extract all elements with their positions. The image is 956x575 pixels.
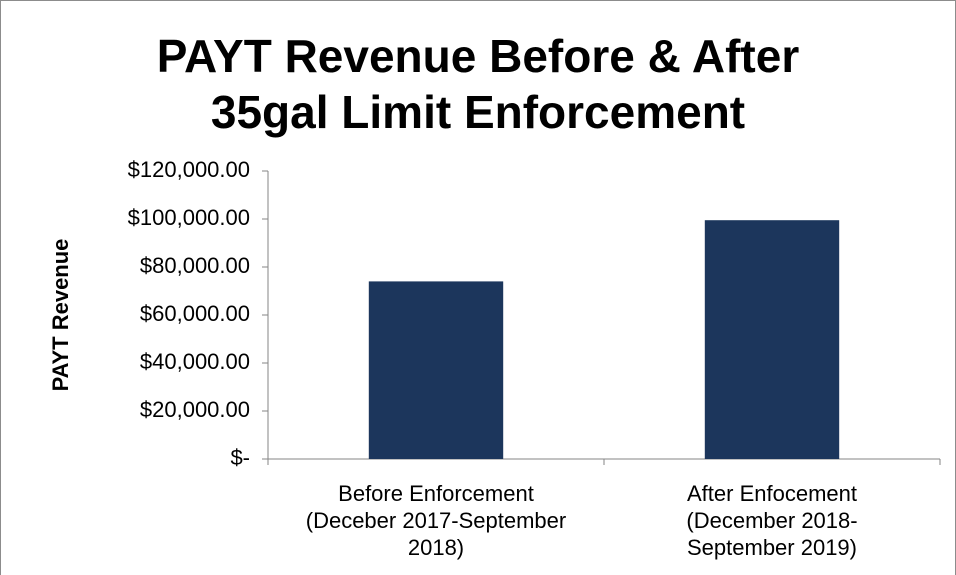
y-tick-label: $20,000.00 bbox=[140, 397, 250, 422]
chart-title: PAYT Revenue Before & After 35gal Limit … bbox=[156, 30, 800, 138]
bar bbox=[368, 281, 504, 459]
y-tick-label: $60,000.00 bbox=[140, 301, 250, 326]
y-tick-label: $- bbox=[230, 445, 250, 470]
y-tick-label: $40,000.00 bbox=[140, 349, 250, 374]
y-tick-label: $100,000.00 bbox=[128, 205, 250, 230]
bar bbox=[704, 220, 840, 459]
y-axis-title: PAYT Revenue bbox=[48, 239, 73, 392]
x-tick-label: Before Enforcement (Deceber 2017-Septemb… bbox=[305, 481, 567, 560]
x-tick-label: After Enfocement (December 2018- Septemb… bbox=[686, 481, 858, 560]
y-tick-label: $80,000.00 bbox=[140, 253, 250, 278]
y-tick-label: $120,000.00 bbox=[128, 157, 250, 182]
